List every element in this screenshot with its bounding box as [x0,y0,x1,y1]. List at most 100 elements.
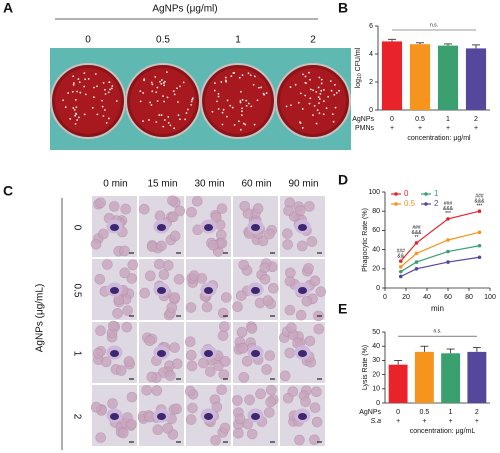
red-cell [237,343,249,354]
column-label: 60 min [241,179,271,190]
legend-label: 2 [434,199,439,208]
x-tick-label: 40 [423,294,431,301]
colony [258,86,260,89]
colony [191,97,194,100]
colony [72,82,75,84]
nucleus [251,350,260,357]
red-cell [166,302,178,313]
annotation: ### [397,248,406,254]
red-cell [173,274,185,285]
colony [176,87,178,90]
colony [233,123,236,126]
row-label: 0 [71,225,82,231]
x-axis-label: min [431,304,444,313]
colony [242,122,245,125]
bar [409,44,431,111]
point [414,260,419,264]
nucleus [110,350,119,357]
red-cell [100,356,112,368]
red-cell [296,240,308,252]
colony [290,104,292,107]
red-cell [144,335,155,347]
red-cell [185,414,197,425]
colony [338,89,340,92]
colony [241,114,243,117]
annotation: &&& [474,199,485,205]
colony [74,98,77,101]
red-cell [263,407,275,418]
colony [166,96,169,99]
red-cell [284,304,296,316]
colony [224,76,227,79]
red-cell [241,355,253,367]
colony [322,113,325,116]
red-cell [198,357,209,369]
point [446,260,450,264]
colony [173,93,176,96]
colony [169,124,172,127]
colony [77,116,80,119]
colony [83,113,86,116]
red-cell [169,342,180,353]
colony [96,113,99,116]
colony [262,92,265,95]
point [446,249,450,254]
red-cell [246,323,258,334]
colony [62,99,65,102]
red-cell [261,364,272,375]
red-cell [311,386,322,398]
colony [320,82,323,85]
colony [220,81,223,83]
colony [222,108,225,111]
colony [256,99,259,102]
y-tick-label: 60 [372,227,380,234]
y-tick-label: 40 [372,246,380,253]
condition-label: 1 [235,35,241,46]
colony [185,112,188,114]
red-cell [234,413,246,425]
colony [329,80,332,83]
red-cell [117,427,129,439]
red-cell [187,402,198,414]
red-cell [282,228,293,239]
red-cell [154,210,166,222]
point [414,251,419,256]
red-cell [304,201,315,212]
colony [241,107,243,110]
red-cell [184,336,196,348]
red-cell [139,287,151,299]
colony [160,114,163,116]
colony [107,117,110,120]
colony [163,119,166,121]
row-value: + [475,418,479,425]
red-cell [162,260,174,271]
colony [301,108,304,110]
colony [156,86,159,89]
row-value: 0 [390,116,394,123]
red-cell [210,434,221,446]
red-cell [218,369,230,380]
red-cell [242,418,254,430]
colony [159,80,161,83]
bar [381,41,403,110]
column-label: 90 min [288,179,318,190]
legend-marker [394,192,398,196]
colony [334,106,337,109]
red-cell [126,391,138,403]
red-cell [313,323,325,335]
red-cell [138,203,150,215]
red-cell [282,239,293,250]
colony [244,123,247,126]
colony [103,109,106,111]
colony [239,101,242,104]
red-cell [244,394,255,406]
y-axis-label-part: 10 [357,73,363,79]
red-cell [220,292,232,303]
column-label: 30 min [194,179,224,190]
red-cell [265,396,276,408]
red-cell [153,258,165,270]
row-label: PMNs [355,125,375,132]
y-axis-label: Lysis Rate (%) [362,345,369,390]
colony [103,88,106,91]
